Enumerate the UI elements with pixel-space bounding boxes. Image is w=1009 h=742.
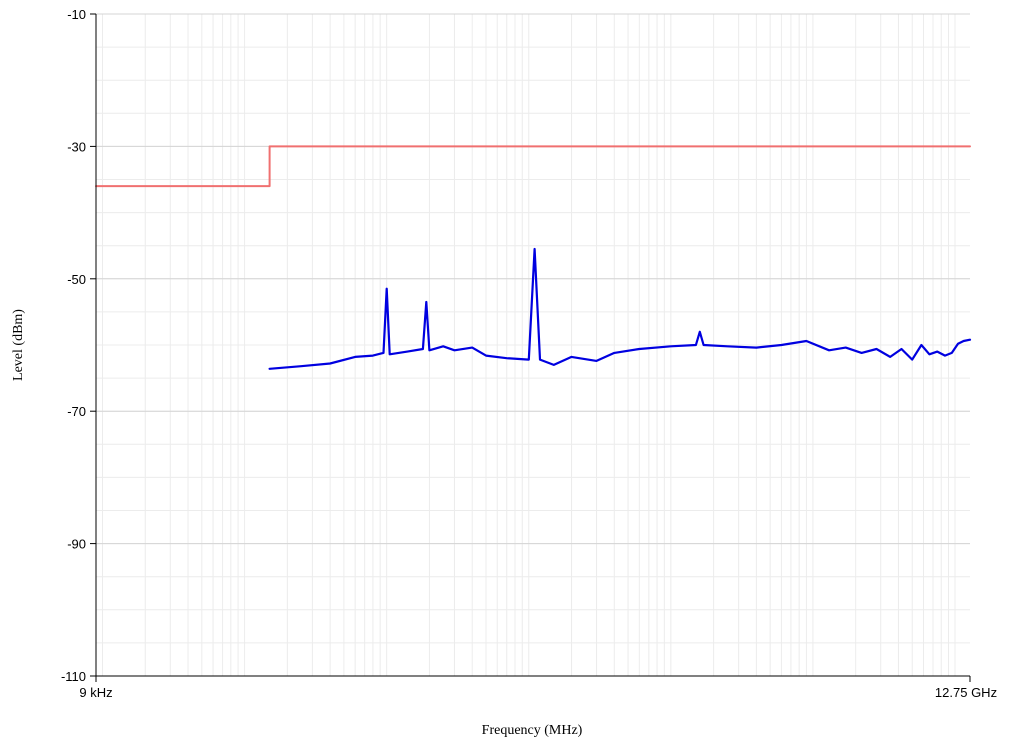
y-tick-label: -110: [61, 669, 86, 684]
x-tick-label-end: 12.75 GHz: [935, 685, 997, 700]
minor-grid: [95, 13, 970, 677]
measurement-trace: [268, 247, 972, 370]
limit-line: [95, 145, 971, 188]
x-tick-label-start: 9 kHz: [79, 685, 112, 700]
series-layer: [95, 145, 972, 370]
y-tick-label: -50: [67, 272, 86, 287]
y-tick-label: -90: [67, 537, 86, 552]
y-tick-label: -70: [67, 404, 86, 419]
y-axis-ticks: -110 -90 -70 -50 -30 -10: [61, 7, 971, 684]
x-axis-title: Frequency (MHz): [482, 723, 583, 738]
y-tick-label: -10: [67, 7, 86, 22]
y-axis-title: Level (dBm): [11, 309, 26, 381]
axes: [95, 14, 970, 677]
y-tick-label: -30: [67, 139, 86, 154]
